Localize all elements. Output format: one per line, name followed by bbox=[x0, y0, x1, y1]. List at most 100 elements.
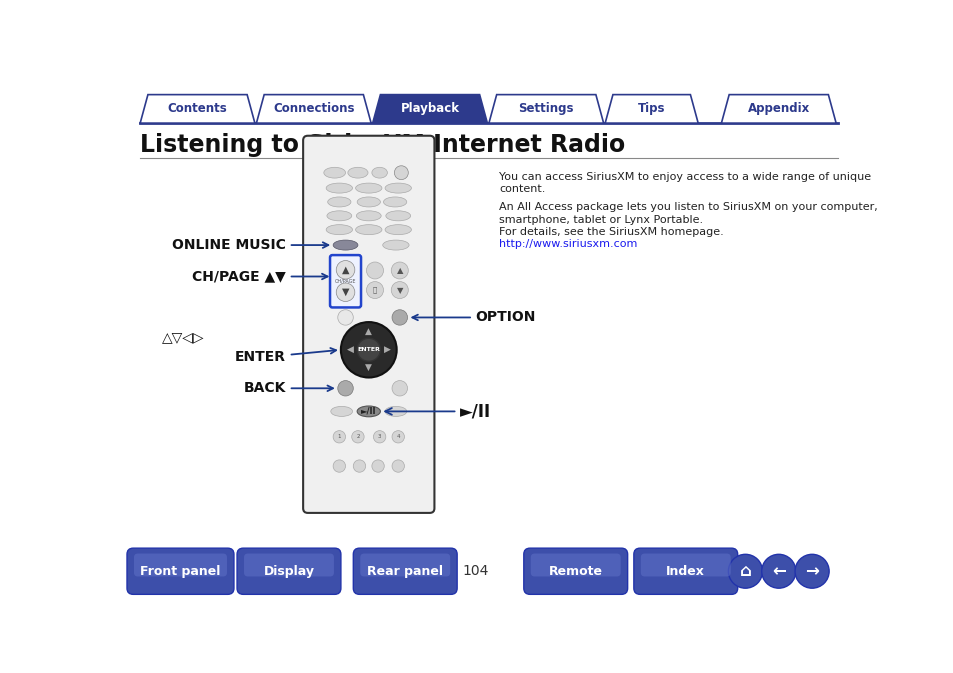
Text: ▶▶|: ▶▶| bbox=[389, 408, 402, 415]
Ellipse shape bbox=[385, 406, 406, 417]
FancyBboxPatch shape bbox=[127, 548, 233, 594]
Circle shape bbox=[356, 339, 380, 361]
Ellipse shape bbox=[328, 197, 351, 207]
Text: ►/II: ►/II bbox=[360, 407, 376, 416]
Circle shape bbox=[392, 310, 407, 325]
Text: INTERNET
RADIO: INTERNET RADIO bbox=[386, 241, 405, 249]
Circle shape bbox=[391, 262, 408, 279]
Ellipse shape bbox=[333, 240, 357, 250]
Text: 1: 1 bbox=[337, 434, 341, 439]
Text: ▼: ▼ bbox=[341, 287, 349, 297]
Text: 104: 104 bbox=[462, 564, 489, 578]
Text: DVD: DVD bbox=[363, 186, 374, 190]
Text: TUNE -: TUNE - bbox=[333, 399, 350, 404]
Polygon shape bbox=[373, 95, 487, 123]
Ellipse shape bbox=[385, 183, 411, 193]
Ellipse shape bbox=[331, 406, 353, 417]
Text: ONLINE MUSIC: ONLINE MUSIC bbox=[172, 238, 328, 252]
Text: →: → bbox=[804, 562, 819, 580]
FancyBboxPatch shape bbox=[523, 548, 627, 594]
FancyBboxPatch shape bbox=[133, 553, 227, 577]
Text: ▲: ▲ bbox=[396, 266, 402, 275]
Circle shape bbox=[335, 260, 355, 279]
Text: You can access SiriusXM to enjoy access to a wide range of unique: You can access SiriusXM to enjoy access … bbox=[498, 172, 870, 182]
Text: Blu-ray: Blu-ray bbox=[389, 186, 407, 190]
Polygon shape bbox=[256, 95, 371, 123]
Text: ►/II: ►/II bbox=[385, 402, 491, 421]
Ellipse shape bbox=[356, 406, 380, 417]
Text: ▲: ▲ bbox=[365, 327, 372, 336]
Text: CH/PAGE: CH/PAGE bbox=[335, 279, 355, 284]
Circle shape bbox=[392, 431, 404, 443]
FancyBboxPatch shape bbox=[303, 136, 434, 513]
FancyBboxPatch shape bbox=[360, 553, 450, 577]
FancyBboxPatch shape bbox=[633, 548, 737, 594]
Text: CH/PAGE ▲▼: CH/PAGE ▲▼ bbox=[192, 269, 327, 283]
Polygon shape bbox=[140, 95, 254, 123]
Text: Rear panel: Rear panel bbox=[367, 565, 443, 577]
Text: INFO: INFO bbox=[339, 306, 351, 311]
Text: ECO: ECO bbox=[369, 258, 380, 263]
Text: 🔇: 🔇 bbox=[373, 287, 376, 293]
Text: An All Access package lets you listen to SiriusXM on your computer,: An All Access package lets you listen to… bbox=[498, 203, 877, 213]
Text: TUNE +: TUNE + bbox=[386, 399, 405, 404]
Circle shape bbox=[340, 322, 396, 378]
Circle shape bbox=[728, 555, 761, 588]
Text: ▲: ▲ bbox=[341, 264, 349, 275]
Text: Contents: Contents bbox=[168, 102, 227, 115]
Text: ←: ← bbox=[771, 562, 785, 580]
Text: PURE: PURE bbox=[393, 455, 403, 459]
Text: AUX2: AUX2 bbox=[362, 213, 375, 218]
Text: SETUP: SETUP bbox=[392, 377, 407, 382]
FancyBboxPatch shape bbox=[236, 548, 340, 594]
Ellipse shape bbox=[356, 211, 381, 221]
Circle shape bbox=[352, 431, 364, 443]
Text: SOUND MODE: SOUND MODE bbox=[352, 448, 386, 453]
Circle shape bbox=[333, 431, 345, 443]
Text: ▼: ▼ bbox=[365, 363, 372, 372]
Text: ZONE2: ZONE2 bbox=[349, 170, 366, 175]
Text: ⏻: ⏻ bbox=[398, 168, 403, 177]
Polygon shape bbox=[488, 95, 603, 123]
Text: http://www.siriusxm.com: http://www.siriusxm.com bbox=[498, 240, 637, 250]
Text: CBL/AV: CBL/AV bbox=[330, 186, 348, 190]
Circle shape bbox=[760, 555, 795, 588]
Ellipse shape bbox=[382, 240, 409, 250]
Text: Settings: Settings bbox=[518, 102, 574, 115]
Ellipse shape bbox=[323, 168, 345, 178]
Text: GAME: GAME bbox=[333, 200, 345, 204]
Text: △▽◁▷: △▽◁▷ bbox=[162, 330, 204, 345]
Circle shape bbox=[391, 281, 408, 299]
Text: ⌂: ⌂ bbox=[739, 562, 751, 580]
Text: 3: 3 bbox=[377, 434, 381, 439]
Text: Tips: Tips bbox=[638, 102, 665, 115]
Text: Appendix: Appendix bbox=[747, 102, 809, 115]
Text: ONLINE
MUSIC: ONLINE MUSIC bbox=[338, 241, 353, 249]
Circle shape bbox=[392, 460, 404, 472]
Circle shape bbox=[337, 381, 353, 396]
Ellipse shape bbox=[383, 197, 406, 207]
Circle shape bbox=[335, 283, 355, 302]
FancyBboxPatch shape bbox=[244, 553, 334, 577]
Text: ▼: ▼ bbox=[396, 285, 402, 295]
Ellipse shape bbox=[355, 183, 381, 193]
Circle shape bbox=[394, 166, 408, 180]
Text: TV AUDIO: TV AUDIO bbox=[327, 213, 351, 218]
Circle shape bbox=[366, 262, 383, 279]
Ellipse shape bbox=[385, 225, 411, 235]
Text: smartphone, tablet or Lynx Portable.: smartphone, tablet or Lynx Portable. bbox=[498, 215, 702, 225]
FancyBboxPatch shape bbox=[330, 255, 360, 308]
Text: OPTION: OPTION bbox=[412, 310, 536, 324]
Text: Front panel: Front panel bbox=[140, 565, 220, 577]
Text: For details, see the SiriusXM homepage.: For details, see the SiriusXM homepage. bbox=[498, 227, 723, 237]
Text: GAME: GAME bbox=[372, 455, 384, 459]
Text: ENTER: ENTER bbox=[234, 348, 335, 365]
Text: 4: 4 bbox=[396, 434, 399, 439]
Text: POWER: POWER bbox=[388, 160, 408, 164]
Text: ▶: ▶ bbox=[383, 345, 390, 354]
Text: TUNER: TUNER bbox=[390, 213, 406, 218]
Text: VOLUME: VOLUME bbox=[388, 258, 411, 263]
Text: iPod/USB: iPod/USB bbox=[328, 227, 350, 232]
Text: Connections: Connections bbox=[273, 102, 355, 115]
Text: ZONE SELECT: ZONE SELECT bbox=[328, 160, 365, 164]
